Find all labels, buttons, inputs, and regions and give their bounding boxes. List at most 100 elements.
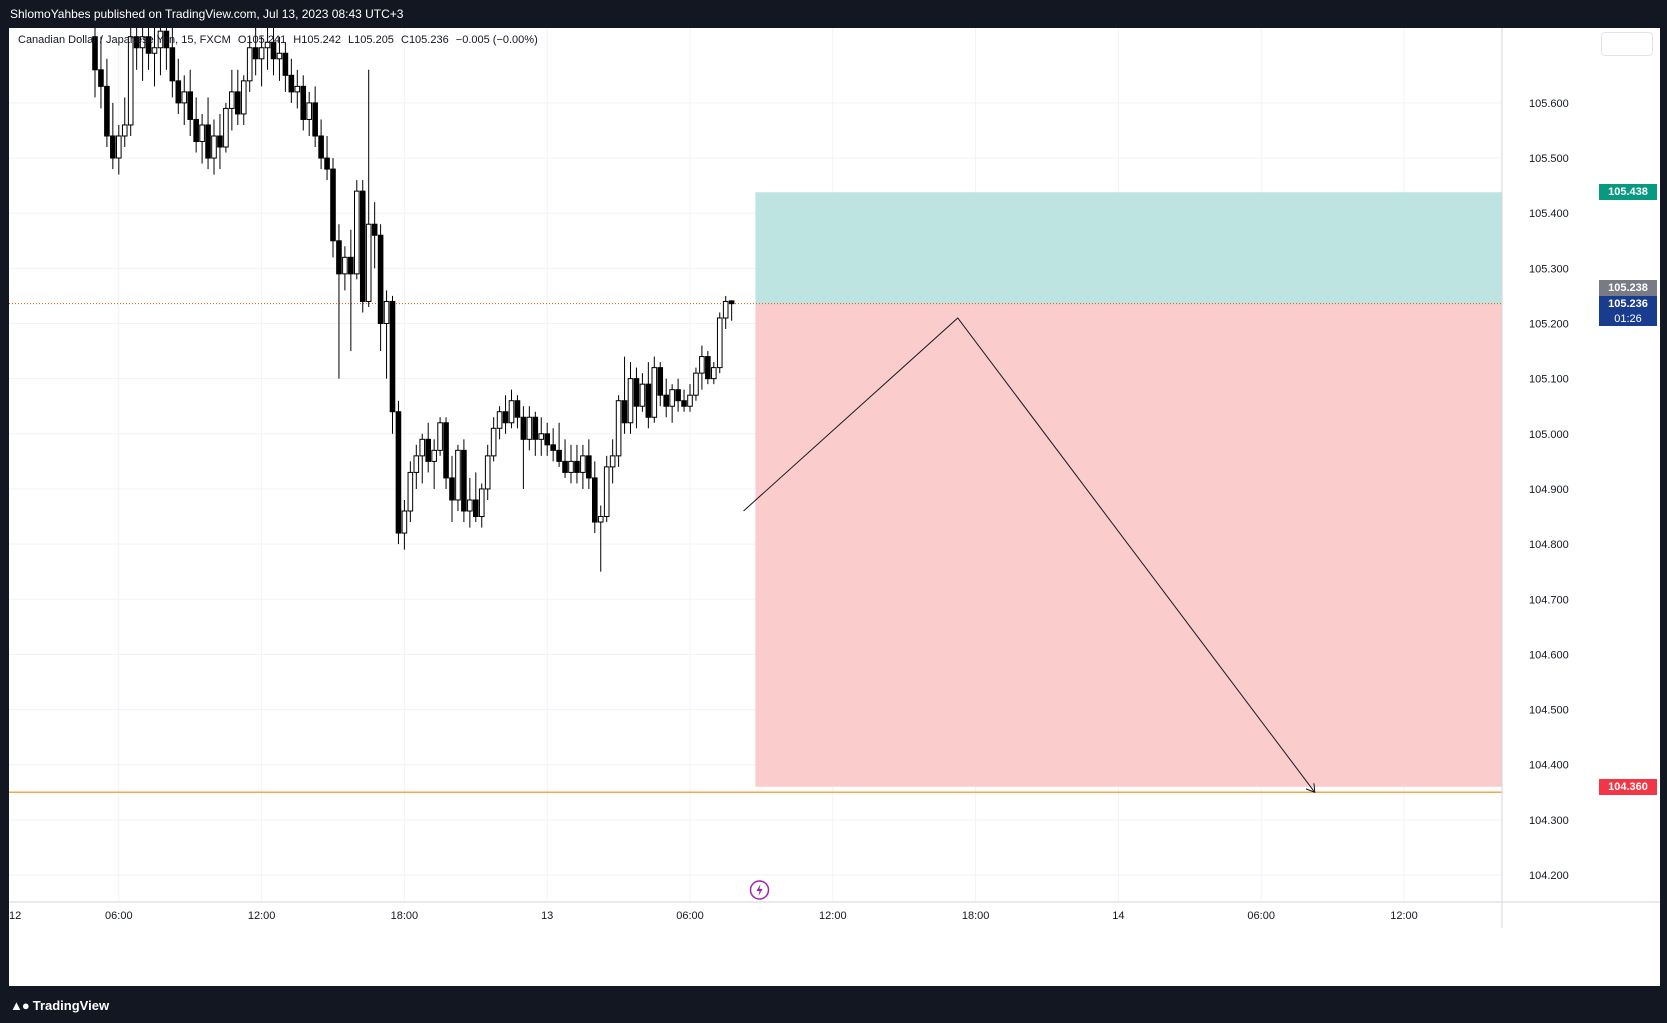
candle: [705, 356, 711, 380]
publish-header: ShlomoYahbes published on TradingView.co…: [0, 0, 1667, 28]
candle: [276, 52, 283, 60]
candle: [443, 422, 449, 479]
candle: [455, 449, 461, 501]
candle: [92, 36, 98, 71]
candle: [354, 190, 360, 275]
last-price-tag: 105.236: [1599, 295, 1657, 312]
candle: [502, 411, 509, 424]
candle: [383, 300, 390, 325]
candle: [110, 135, 116, 159]
candle: [181, 91, 188, 104]
x-tick-label: 14: [1112, 910, 1124, 922]
candle: [609, 455, 616, 468]
candle: [722, 300, 729, 319]
candle: [217, 135, 223, 148]
price-chart[interactable]: 104.200 104.300 104.400 104.500 104.600 104.7…: [9, 28, 1660, 986]
candle: [520, 416, 527, 440]
y-tick-label: 105.300: [1529, 263, 1569, 275]
prev-close-price-tag: 105.238: [1599, 279, 1657, 296]
candle: [716, 317, 723, 369]
candle: [645, 383, 652, 418]
candle: [246, 47, 253, 82]
candle: [562, 460, 568, 473]
candle: [157, 30, 164, 49]
target-price-tag[interactable]: 105.438: [1599, 184, 1657, 201]
candle: [324, 157, 330, 170]
stop-price-tag[interactable]: 104.360: [1599, 778, 1657, 795]
y-tick-label: 105.500: [1529, 153, 1569, 165]
candle: [478, 488, 485, 518]
y-tick-label: 105.600: [1529, 98, 1569, 110]
legend-high: H105.242: [293, 34, 341, 46]
candle: [544, 433, 551, 446]
footer-brand-text[interactable]: TradingView: [32, 998, 110, 1013]
candle: [473, 499, 479, 518]
x-tick-label: 18:00: [391, 910, 419, 922]
x-tick-label: 06:00: [105, 910, 133, 922]
candle: [431, 449, 437, 462]
candle: [211, 135, 217, 159]
x-tick-label: 12:00: [819, 910, 847, 922]
candle: [490, 427, 497, 457]
candle: [728, 300, 735, 305]
candle: [145, 36, 152, 54]
candle: [348, 256, 354, 275]
candle: [550, 444, 556, 451]
candle: [342, 256, 348, 275]
legend-close: C105.236: [401, 34, 449, 46]
candle: [461, 449, 467, 512]
candle: [187, 91, 193, 120]
candle: [538, 433, 545, 440]
candle: [621, 400, 628, 424]
candle: [389, 300, 396, 413]
candle: [199, 124, 205, 143]
candle: [116, 135, 122, 159]
candle: [568, 460, 574, 473]
trend-path-arrow: [743, 317, 1315, 792]
x-tick-label: 12:00: [1390, 910, 1418, 922]
candle: [223, 107, 229, 148]
candle: [657, 367, 664, 396]
candle: [365, 223, 372, 302]
candle: [633, 378, 640, 407]
candle: [193, 118, 199, 143]
y-tick-label: 104.200: [1529, 870, 1569, 882]
x-tick-label: 12:00: [248, 910, 276, 922]
candle: [133, 36, 140, 49]
candle: [252, 47, 259, 60]
candle: [235, 91, 241, 115]
candle: [104, 85, 110, 137]
candle: [306, 102, 312, 120]
legend-symbol[interactable]: Canadian Dollar / Japanese Yen, 15, FXCM: [18, 34, 231, 46]
y-tick-label: 105.100: [1529, 374, 1569, 386]
candle: [580, 455, 586, 473]
y-tick-label: 104.800: [1529, 539, 1569, 551]
x-tick-label: 12: [9, 910, 21, 922]
candle: [175, 80, 182, 104]
candle: [264, 41, 271, 49]
candle: [586, 455, 592, 479]
y-tick-label: 104.300: [1529, 815, 1569, 827]
tradingview-logo-icon: ▲●: [10, 998, 30, 1013]
candle: [371, 223, 378, 236]
candle: [300, 85, 307, 120]
candle: [139, 36, 146, 49]
y-tick-label: 105.000: [1529, 429, 1569, 441]
candle: [687, 394, 693, 407]
candle: [127, 36, 134, 126]
candle: [532, 416, 539, 440]
candle: [240, 80, 247, 115]
chart-pane[interactable]: 104.200 104.300 104.400 104.500 104.600 104.7…: [9, 28, 1660, 986]
scale-settings-button[interactable]: [1601, 32, 1653, 56]
candle: [425, 438, 431, 462]
x-tick-label: 13: [541, 910, 553, 922]
candle: [663, 394, 670, 407]
candle: [288, 74, 295, 93]
x-tick-label: 18:00: [962, 910, 990, 922]
candle: [282, 52, 289, 76]
candle: [592, 477, 598, 523]
candle: [669, 389, 675, 407]
y-tick-label: 105.400: [1529, 208, 1569, 220]
candle: [681, 400, 687, 407]
candle: [312, 102, 318, 137]
